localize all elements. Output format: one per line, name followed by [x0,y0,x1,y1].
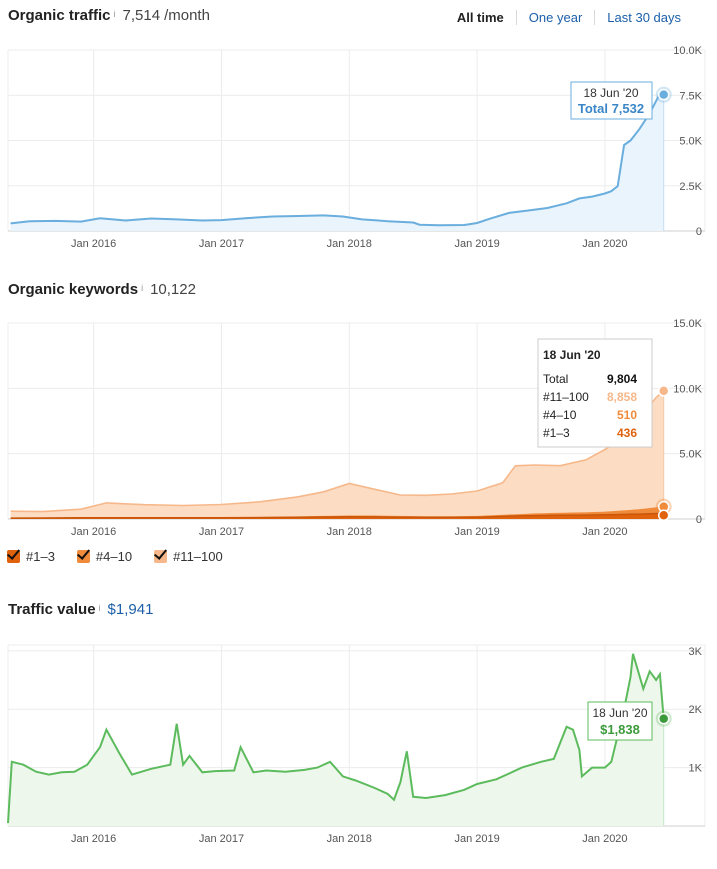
keywords-legend: #1–3 #4–10 #11–100 [7,549,245,564]
kw-1-3-area [10,513,664,519]
x-tick-label: Jan 2016 [71,526,116,538]
checkbox-icon[interactable] [7,550,20,563]
y-tick-label: 7.5K [679,90,702,102]
kw-1-3-line [10,512,664,519]
y-tick-label: 2K [689,704,703,716]
tooltip-date: 18 Jun '20 [583,86,638,100]
kw-4-10-area [10,506,664,519]
x-tick-label: Jan 2019 [454,238,499,250]
x-tick-label: Jan 2017 [199,833,244,845]
y-tick-label: 3K [689,646,703,658]
checkbox-icon[interactable] [76,550,90,563]
traffic-value-amount[interactable]: $1,941 [107,601,154,618]
tooltip-value: $1,838 [600,722,640,737]
tooltip-row-label: #4–10 [543,408,577,422]
x-tick-label: Jan 2020 [582,833,627,845]
info-icon[interactable]: i [113,9,116,19]
y-tick-label: 1K [689,763,703,775]
tooltip-date: 18 Jun '20 [592,706,647,720]
y-tick-label: 2.5K [679,181,702,193]
legend-item-top3[interactable]: #1–3 [7,549,55,564]
traffic-value-header: Traffic value i $1,941 [8,601,153,618]
organic-traffic-value: 7,514 [122,7,161,24]
x-tick-label: Jan 2018 [327,238,372,250]
hover-point-1-3 [657,509,670,522]
tooltip-row-value: 510 [617,408,637,422]
kw-11-100-area [10,390,664,518]
tooltip-row-label: #11–100 [543,390,589,404]
organic-traffic-section: Organic traffic i 7,514 /month All time … [0,0,717,260]
value-area [8,653,664,826]
legend-label: #11–100 [173,549,223,564]
organic-keywords-value: 10,122 [150,281,196,298]
y-tick-label: 10.0K [673,45,702,57]
tooltip-row-label: #1–3 [543,426,570,440]
tooltip-box [587,701,653,741]
x-tick-label: Jan 2018 [327,833,372,845]
organic-keywords-title: Organic keywords [8,281,139,298]
traffic-area [10,93,664,232]
x-tick-label: Jan 2020 [582,526,627,538]
range-last-30-days[interactable]: Last 30 days [594,10,693,25]
y-tick-label: 5.0K [679,449,702,461]
x-tick-label: Jan 2017 [199,526,244,538]
traffic-value-title: Traffic value [8,601,96,618]
organic-keywords-chart[interactable]: Jan 2016 Jan 2017 Jan 2018 Jan 2019 Jan 2020… [0,260,717,550]
legend-item-4-10[interactable]: #4–10 [76,549,133,564]
x-tick-label: Jan 2019 [454,833,499,845]
y-tick-label: 5.0K [679,136,702,148]
x-tick-label: Jan 2017 [199,238,244,250]
organic-traffic-header: Organic traffic i 7,514 /month [8,7,210,24]
info-icon[interactable]: i [98,603,101,613]
x-tick-label: Jan 2020 [582,238,627,250]
range-one-year[interactable]: One year [515,10,594,25]
x-tick-label: Jan 2019 [454,526,499,538]
traffic-value-chart[interactable]: Jan 2016 Jan 2017 Jan 2018 Jan 2019 Jan 2020… [0,590,717,869]
organic-traffic-chart[interactable]: Jan 2016 Jan 2017 Jan 2018 Jan 2019 Jan 2020… [0,0,717,260]
time-range-selector: All time One year Last 30 days [457,10,693,25]
tooltip-total: Total 7,532 [578,101,644,116]
legend-item-11-100[interactable]: #11–100 [154,549,223,564]
tooltip-row-value: 9,804 [607,372,637,386]
organic-keywords-section: Organic keywords i 10,122 [0,260,717,600]
y-tick-label: 10.0K [673,383,702,395]
legend-label: #4–10 [95,549,133,564]
checkbox-icon[interactable] [154,550,168,563]
traffic-line [10,92,665,227]
value-line [7,653,665,824]
y-tick-label: 0 [696,514,702,526]
organic-traffic-unit: /month [164,7,210,24]
info-icon[interactable]: i [141,283,144,293]
hover-point [657,712,670,725]
y-tick-label: 15.0K [673,318,702,330]
hover-point-11-100 [657,385,670,397]
hover-point [657,88,670,101]
tooltip-row-value: 8,858 [607,390,637,404]
tooltip-box [537,338,653,448]
organic-traffic-title: Organic traffic [8,7,111,24]
tooltip-date: 18 Jun '20 [543,348,601,362]
tooltip-row-label: Total [543,372,568,386]
organic-keywords-header: Organic keywords i 10,122 [8,281,196,298]
x-tick-label: Jan 2016 [71,238,116,250]
x-tick-label: Jan 2018 [327,526,372,538]
legend-label: #1–3 [26,549,55,564]
y-tick-label: 0 [696,226,702,238]
traffic-value-section: Traffic value i $1,941 [0,590,717,869]
tooltip-row-value: 436 [617,426,637,440]
tooltip-box [570,81,653,120]
x-tick-label: Jan 2016 [71,833,116,845]
range-all-time[interactable]: All time [456,10,504,25]
